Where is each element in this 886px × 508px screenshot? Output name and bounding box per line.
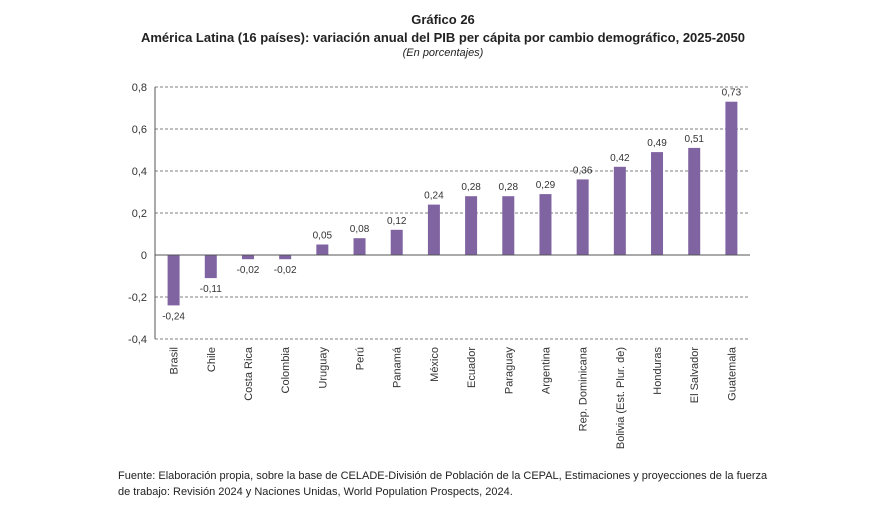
bar-panam- [390, 229, 403, 255]
y-tick-label: 0,8 [132, 82, 147, 94]
data-label: 0,29 [536, 180, 556, 191]
x-tick-label: Colombia [280, 346, 292, 393]
data-label: 0,24 [424, 191, 444, 202]
data-label: 0,12 [387, 216, 407, 227]
data-label: -0,02 [274, 265, 297, 276]
bar-uruguay [316, 244, 329, 255]
bar-costa-rica [241, 255, 254, 260]
bar-per- [353, 238, 366, 255]
data-label: -0,11 [200, 284, 222, 295]
x-tick-label: Bolivia (Est. Plur. de) [615, 347, 627, 449]
x-tick-label: Uruguay [317, 347, 329, 389]
bar-m-xico [427, 204, 440, 255]
bar-brasil [167, 255, 180, 306]
data-label: 0,73 [722, 88, 742, 99]
x-tick-label: El Salvador [689, 347, 701, 404]
x-tick-label: Panamá [392, 346, 404, 388]
x-tick-label: Honduras [652, 347, 664, 395]
data-label: -0,02 [237, 265, 260, 276]
source-note: Fuente: Elaboración propia, sobre la bas… [118, 470, 768, 498]
data-label: 0,51 [684, 134, 704, 145]
x-tick-label: Ecuador [466, 347, 478, 388]
data-label: 0,05 [313, 231, 333, 242]
data-label: 0,49 [647, 138, 667, 149]
x-tick-label: Argentina [540, 346, 552, 394]
y-tick-label: 0,6 [132, 124, 147, 136]
bar-el-salvador [688, 147, 701, 255]
y-tick-label: -0,2 [128, 292, 147, 304]
x-tick-label: Guatemala [726, 346, 738, 401]
x-tick-label: México [429, 347, 441, 382]
data-label: 0,28 [499, 182, 519, 193]
chart-title: América Latina (16 países): variación an… [140, 30, 745, 45]
bar-bolivia-est-plur-de- [613, 166, 626, 255]
chart-label: Gráfico 26 [411, 12, 475, 27]
x-tick-label: Paraguay [503, 347, 515, 395]
x-tick-label: Brasil [169, 347, 181, 375]
data-label: 0,08 [350, 224, 370, 235]
data-label: 0,28 [461, 182, 481, 193]
bar-paraguay [502, 196, 515, 255]
data-label: 0,36 [573, 165, 593, 176]
bar-guatemala [725, 101, 738, 255]
bar-argentina [539, 194, 552, 255]
bar-honduras [651, 152, 664, 255]
x-tick-label: Costa Rica [243, 346, 255, 401]
data-label: -0,24 [162, 311, 185, 322]
bar-chile [204, 255, 217, 279]
bar-colombia [279, 255, 292, 260]
chart-subtitle: (En porcentajes) [402, 47, 484, 59]
x-tick-label: Chile [206, 347, 218, 372]
x-tick-label: Perú [355, 347, 367, 370]
bar-chart: -0,4 -0,2 0 0,2 0,4 0,6 0,8 -0,24 -0,11 -0,02 -0,0… [128, 82, 750, 449]
y-tick-label: 0,4 [132, 166, 147, 178]
bar-rep-dominicana [576, 179, 589, 255]
x-tick-label: Rep. Dominicana [578, 346, 590, 431]
bar-ecuador [465, 196, 478, 255]
y-tick-label: -0,4 [128, 334, 147, 346]
y-tick-label: 0 [141, 250, 147, 262]
y-tick-label: 0,2 [132, 208, 147, 220]
data-label: 0,42 [610, 153, 630, 164]
